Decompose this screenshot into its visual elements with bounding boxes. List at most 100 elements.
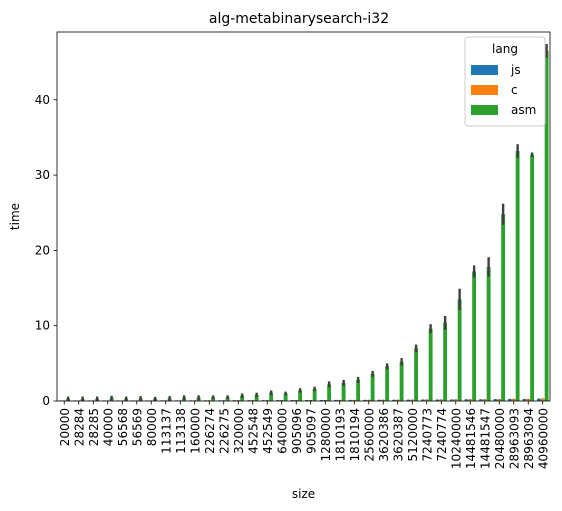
y-axis: 0 10 20 30 40 [35,93,57,408]
x-tick-label: 20480000 [493,408,507,469]
bar-c-20480000 [497,399,502,401]
bar-asm-28963094 [530,154,535,401]
bar-js-1810193 [333,400,338,401]
bar-js-40960000 [536,398,541,401]
plot-frame [56,31,551,402]
x-tick-label: 113138 [174,408,188,454]
y-tick-label: 40 [35,93,50,107]
x-tick-label: 14481547 [478,408,492,469]
x-tick-label: 1810194 [348,408,362,461]
bar-asm-20480000 [501,214,506,401]
y-tick-label: 20 [35,243,50,257]
x-tick-label: 14481546 [464,408,478,469]
bar-js-3620387 [391,399,396,401]
bar-c-1810193 [337,400,342,401]
x-tick-label: 10240000 [449,408,463,469]
x-axis-label: size [292,487,315,501]
x-tick-label: 226275 [217,408,231,454]
x-tick-label: 7240773 [420,408,434,461]
bar-c-10240000 [453,399,458,401]
x-tick-label: 2560000 [362,408,376,461]
x-tick-label: 905097 [304,408,318,454]
x-tick-label: 905096 [290,408,304,454]
bar-asm-452548 [254,394,259,401]
x-tick-label: 226274 [203,408,217,454]
legend-label-c: c [511,83,518,97]
bar-js-2560000 [362,400,367,401]
bar-asm-10240000 [457,299,462,401]
x-tick-label: 40960000 [536,408,550,469]
x-tick-label: 3620387 [391,408,405,461]
x-axis: 20000 28284 28285 40000 56568 56569 80000 11313… [58,401,550,469]
x-tick-label: 640000 [275,408,289,454]
bar-c-3620387 [395,399,400,401]
bar-c-14481546 [468,399,473,401]
bar-asm-1810194 [356,379,361,401]
x-tick-label: 5120000 [406,408,420,461]
x-tick-label: 20000 [58,408,72,446]
legend-swatch-js [471,65,498,75]
legend-label-js: js [510,63,521,77]
y-tick-label: 0 [42,394,50,408]
bar-js-10240000 [449,399,454,401]
x-tick-label: 452549 [261,408,275,454]
bar-asm-1810193 [341,382,346,401]
y-tick-label: 30 [35,168,50,182]
legend-swatch-asm [471,105,498,115]
bar-asm-28963093 [515,150,520,401]
bar-asm-905096 [298,390,303,401]
bar-asm-14481546 [472,271,477,401]
x-tick-label: 1280000 [319,408,333,461]
bar-asm-640000 [283,393,288,401]
x-tick-label: 28284 [72,408,86,446]
bar-asm-452549 [269,392,274,401]
bar-c-40960000 [540,398,545,401]
bar-c-5120000 [410,399,415,401]
legend-label-asm: asm [511,103,536,117]
bar-asm-3620386 [385,366,390,401]
bar-js-5120000 [406,399,411,401]
x-tick-label: 56568 [116,408,130,446]
y-tick-label: 10 [35,319,50,333]
x-tick-label: 452548 [246,408,260,454]
bar-js-14481547 [478,399,483,401]
bar-asm-14481547 [486,266,491,401]
bar-c-7240773 [424,399,429,401]
bar-asm-3620387 [399,361,404,401]
bar-c-7240774 [439,399,444,401]
bar-c-28963093 [511,399,516,401]
x-tick-label: 320000 [232,408,246,454]
bar-js-20480000 [493,399,498,401]
x-tick-label: 3620386 [377,408,391,461]
bar-asm-7240774 [443,322,448,401]
bar-js-7240773 [420,399,425,401]
bar-js-7240774 [435,399,440,401]
bar-c-1810194 [352,400,357,401]
legend-swatch-c [471,85,498,95]
x-tick-label: 7240774 [435,408,449,461]
bar-c-14481547 [482,399,487,401]
x-tick-label: 1810193 [333,408,347,461]
bar-asm-2560000 [370,373,375,401]
legend-title: lang [492,42,518,56]
bar-js-14481546 [464,399,469,401]
bar-asm-7240773 [428,328,433,401]
legend-box [464,36,546,127]
bar-js-28963094 [522,399,527,401]
bar-js-1810194 [348,400,353,401]
x-tick-label: 80000 [145,408,159,446]
bar-js-28963093 [507,399,512,401]
x-tick-label: 113137 [159,408,173,454]
x-tick-label: 40000 [101,408,115,446]
bar-asm-905097 [312,388,317,401]
x-tick-label: 28963093 [507,408,521,469]
bar-asm-320000 [240,395,245,401]
bar-asm-40960000 [544,50,549,401]
bar-js-3620386 [377,399,382,401]
bar-c-2560000 [366,400,371,401]
x-tick-label: 28285 [87,408,101,446]
chart-title: alg-metabinarysearch-i32 [209,11,389,27]
bar-asm-5120000 [414,348,419,401]
bar-asm-1280000 [327,384,332,401]
